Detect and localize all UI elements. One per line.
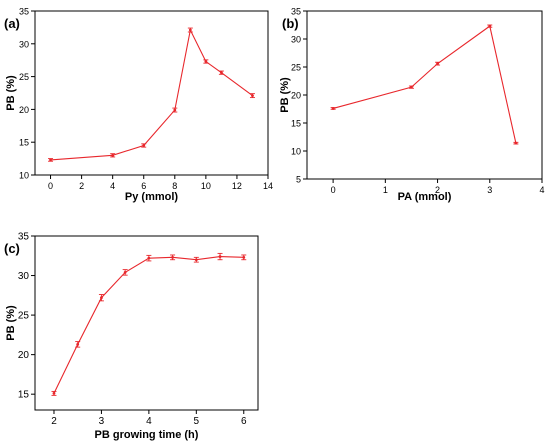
chart-panel-b: (b) 0 1 2 3 4 5 10 15 20 25 30 35 PA (mmol) PB (%)	[279, 7, 545, 204]
x-tick-label: 2	[79, 181, 84, 191]
x-tick-label: 2	[51, 416, 57, 427]
y-tick-label: 20	[291, 91, 301, 101]
x-tick-label: 3	[487, 185, 492, 195]
data-point	[194, 258, 198, 262]
y-tick-label: 15	[19, 138, 29, 148]
y-tick-label: 30	[291, 35, 301, 45]
x-tick-label: 1	[383, 185, 388, 195]
chart-panel-c: (c) 2 3 4 5 6 15 20 25 30 35 PB growing time (h) PB …	[4, 232, 259, 441]
data-point	[242, 255, 246, 259]
x-tick-label: 0	[331, 185, 336, 195]
panel-label: (a)	[4, 16, 20, 31]
data-point	[188, 28, 192, 32]
y-tick-label: 30	[18, 271, 30, 282]
data-point	[436, 62, 439, 66]
x-axis-label: Py (mmol)	[125, 191, 179, 203]
y-tick-label: 35	[19, 7, 29, 17]
x-tick-label: 4	[146, 416, 152, 427]
data-point	[218, 255, 222, 258]
x-tick-label: 4	[110, 181, 115, 191]
data-point	[123, 270, 127, 274]
plot-frame	[34, 235, 259, 411]
y-axis-label: PB (%)	[5, 305, 17, 341]
x-axis-label: PA (mmol)	[398, 191, 452, 203]
data-point	[111, 153, 115, 157]
data-point	[251, 94, 254, 98]
x-tick-label: 6	[241, 416, 247, 427]
plot-frame	[34, 10, 269, 176]
data-point	[100, 296, 103, 300]
x-tick-label: 3	[99, 416, 105, 427]
y-tick-label: 30	[19, 39, 29, 49]
data-point	[147, 256, 151, 260]
x-tick-label: 8	[172, 181, 177, 191]
data-point	[204, 60, 208, 63]
y-tick-label: 20	[19, 105, 29, 115]
y-tick-label: 25	[19, 72, 29, 82]
panel-label: (c)	[4, 241, 20, 256]
x-tick-label: 10	[201, 181, 211, 191]
panel-label: (b)	[282, 16, 299, 31]
y-tick-label: 25	[18, 311, 30, 322]
data-point	[514, 141, 518, 145]
x-tick-label: 4	[539, 185, 544, 195]
x-tick-label: 2	[435, 185, 440, 195]
data-point	[142, 144, 146, 147]
y-tick-label: 10	[291, 147, 301, 157]
y-axis-label: PB (%)	[5, 75, 17, 111]
data-point	[173, 108, 177, 112]
y-tick-label: 35	[18, 232, 30, 243]
data-point	[171, 255, 174, 259]
y-tick-label: 15	[18, 390, 30, 401]
y-tick-label: 25	[291, 63, 301, 73]
series-line	[53, 256, 244, 394]
data-point	[52, 391, 56, 395]
data-point	[331, 107, 335, 110]
data-point	[488, 24, 492, 28]
data-point	[220, 71, 223, 75]
data-point	[49, 158, 52, 162]
data-point	[410, 85, 413, 89]
data-point	[76, 342, 80, 346]
y-axis-label: PB (%)	[279, 77, 291, 113]
series-line	[50, 28, 253, 161]
y-tick-label: 5	[296, 175, 301, 185]
x-tick-label: 14	[263, 181, 273, 191]
y-tick-label: 15	[291, 119, 301, 129]
y-tick-label: 20	[18, 350, 30, 361]
x-axis-label: PB growing time (h)	[95, 429, 199, 441]
y-tick-label: 10	[19, 171, 29, 181]
x-tick-label: 12	[232, 181, 242, 191]
x-tick-label: 5	[194, 416, 200, 427]
chart-panel-a: (a) 0 2 4 6 8 10 12 14 10 15 20 25 30 35 Py (mmol) PB (%…	[4, 7, 273, 204]
x-tick-label: 6	[141, 181, 146, 191]
plot-frame	[306, 10, 543, 180]
x-tick-label: 0	[48, 181, 53, 191]
series-line	[332, 25, 517, 144]
y-tick-label: 35	[291, 7, 301, 17]
